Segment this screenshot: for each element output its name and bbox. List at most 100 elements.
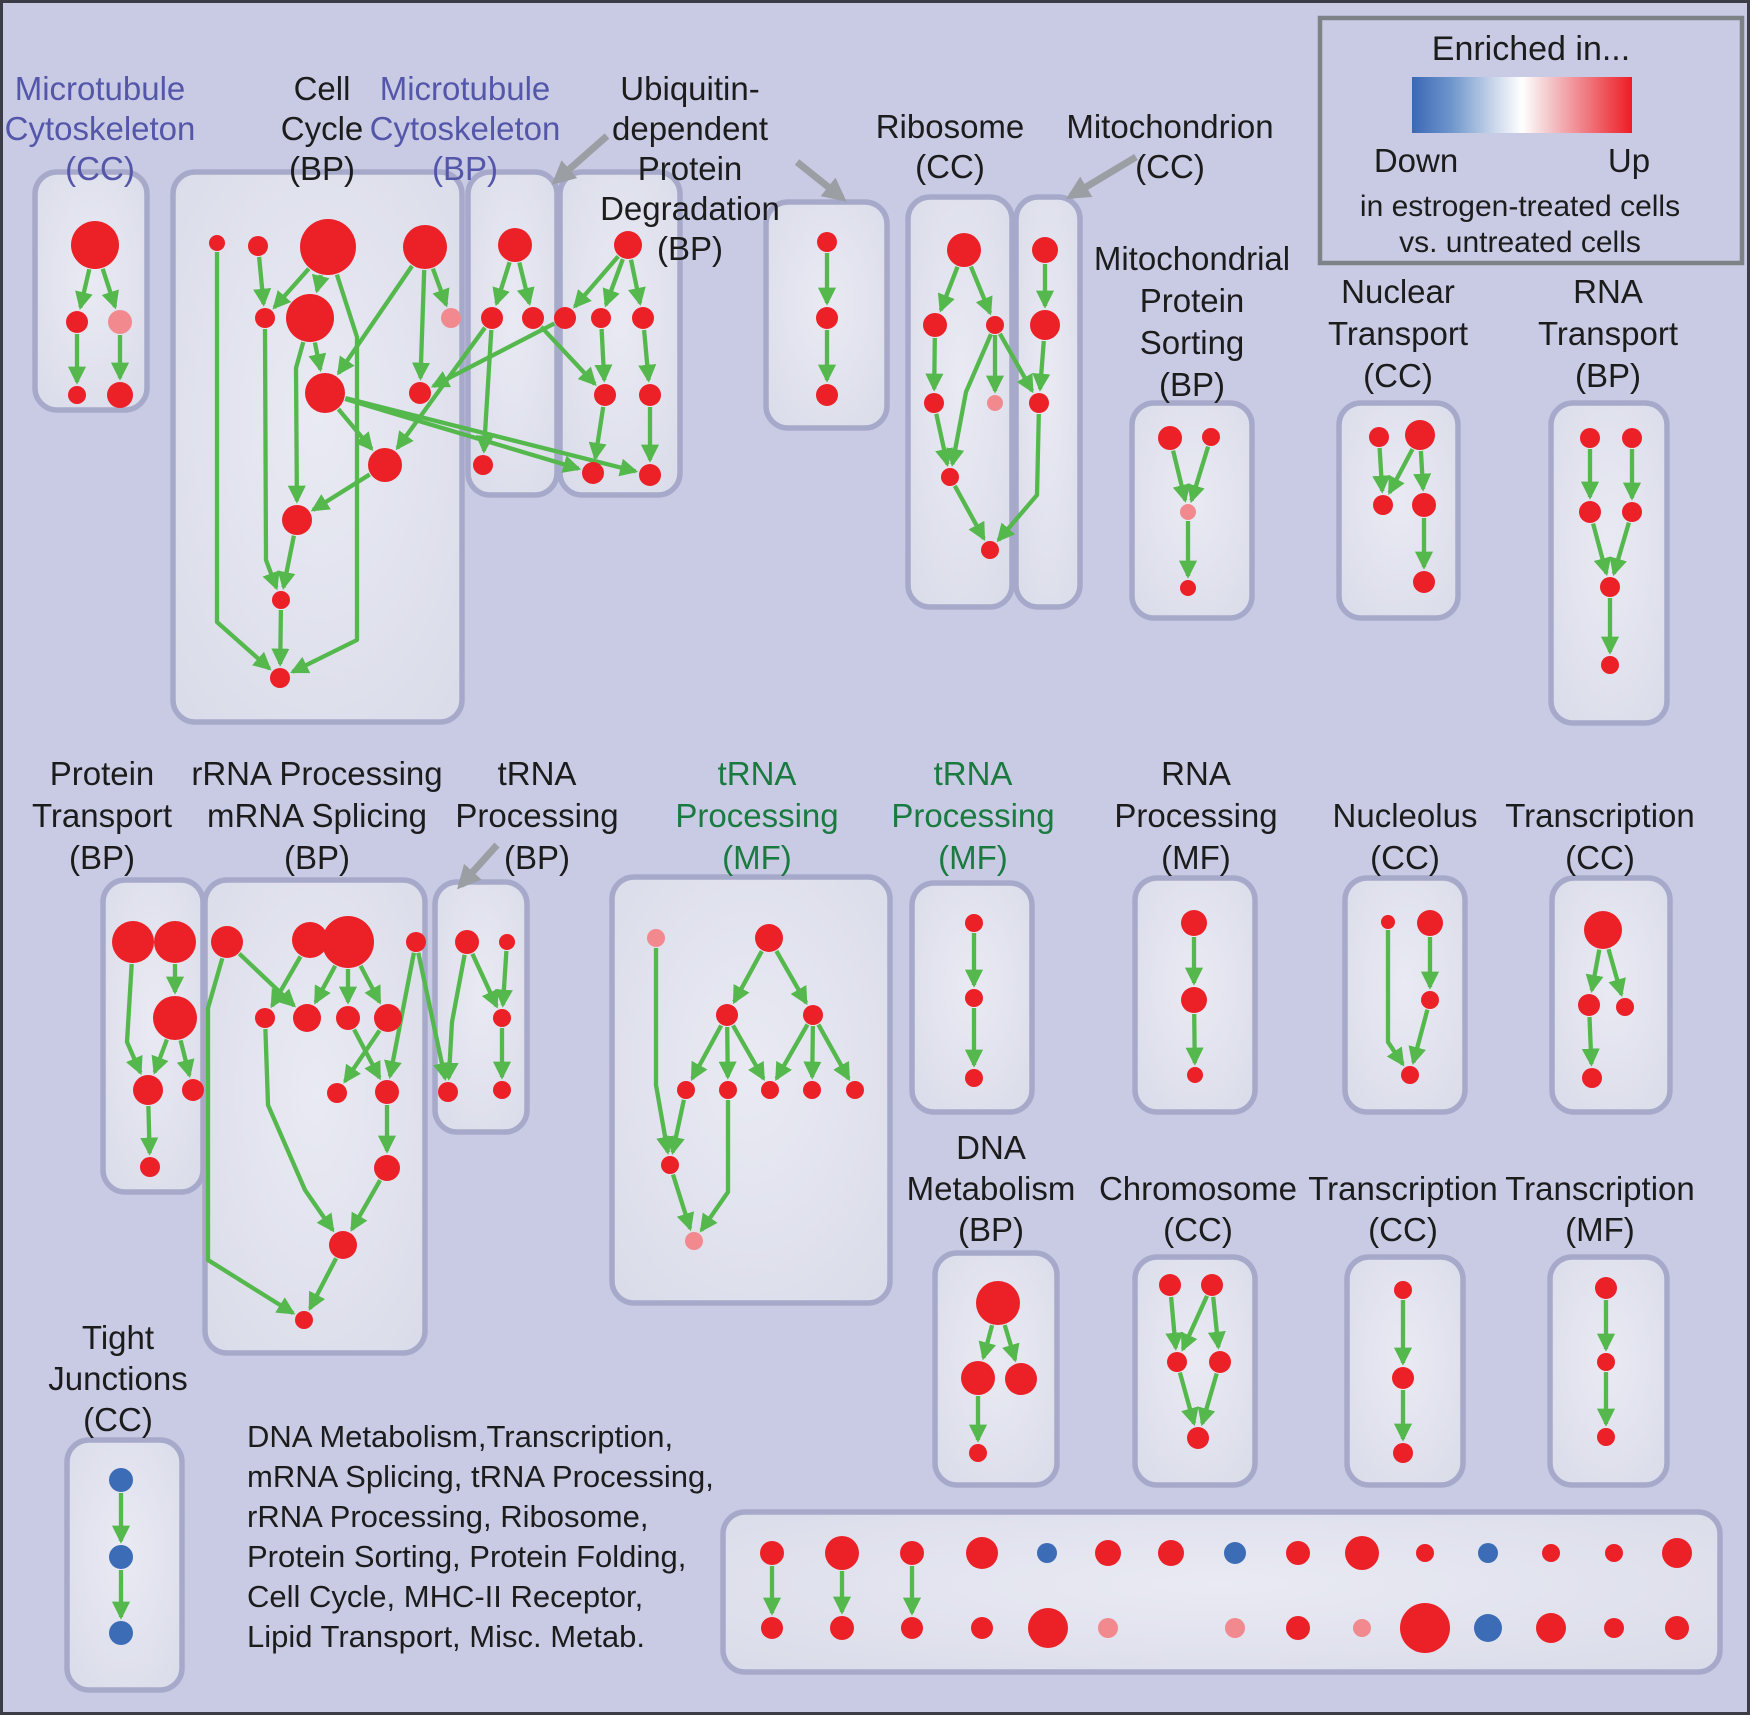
label-trna-processing-mf-1-line2: Processing — [675, 797, 838, 834]
edge-trna-processing-mf-large-d-h — [803, 1025, 822, 1080]
node-mixed-bottom-d13 — [1665, 1616, 1689, 1640]
label-mitochondrion-cc-line1: Mitochondrion — [1066, 108, 1273, 145]
node-chromosome-cc-a — [1159, 1274, 1181, 1296]
label-nuclear-transport-cc-line1: Nuclear — [1341, 273, 1455, 310]
node-rrna-mrna-bp-k — [374, 1155, 400, 1181]
label-ribosome-cc-line2: (CC) — [915, 148, 985, 185]
node-nuclear-transport-cc-c — [1373, 495, 1393, 515]
node-dna-metabolism-bp-d — [969, 1444, 987, 1462]
node-trna-processing-mf-large-d — [803, 1005, 823, 1025]
edge-ubiquitin-bp-1-e-g — [588, 406, 607, 461]
label-mitochondrial-protein-sorting-bp-line2: Protein — [1140, 282, 1245, 319]
label-rna-processing-mf: RNA Processing (MF) — [1114, 755, 1277, 876]
edge-rrna-mrna-bp-k-l — [350, 1179, 382, 1232]
edge-transcription-cc-mid-a-c — [1606, 948, 1626, 998]
label-misc-clusters-text-line5: Cell Cycle, MHC-II Receptor, — [247, 1579, 643, 1614]
edge-ubiquitin-bp-1-d-f — [638, 329, 657, 383]
label-chromosome-cc-line2: (CC) — [1163, 1211, 1233, 1248]
edge-cell-cycle-bp-f-h — [308, 342, 327, 373]
label-transcription-cc-mid-line2: (CC) — [1565, 839, 1635, 876]
label-rna-transport-bp-line2: Transport — [1538, 315, 1678, 352]
node-microtubule-bp-d — [473, 455, 493, 475]
node-transcription-mf-a — [1595, 1277, 1617, 1299]
node-trna-processing-mf-small-c — [965, 1069, 983, 1087]
node-chromosome-cc-d — [1209, 1351, 1231, 1373]
edges-layer — [67, 252, 1642, 1620]
node-cell-cycle-bp-a — [209, 235, 225, 251]
label-ubiquitin-dependent-protein-degradation-bp-line1: Ubiquitin- — [620, 70, 759, 107]
legend-color-scale — [1412, 77, 1632, 133]
node-protein-transport-bp-f — [140, 1157, 160, 1177]
node-rrna-mrna-bp-j — [375, 1080, 399, 1104]
node-transcription-mf-b — [1597, 1353, 1615, 1371]
label-microtubule-cytoskeleton-bp-line1: Microtubule — [380, 70, 551, 107]
node-cell-cycle-bp-c — [300, 219, 356, 275]
node-mixed-bottom-d2 — [901, 1617, 923, 1639]
node-trna-processing-bp-e — [493, 1081, 511, 1099]
label-trna-processing-bp-line3: (BP) — [504, 839, 570, 876]
node-rrna-mrna-bp-i — [327, 1083, 347, 1103]
cluster-transcription-mf-box — [1547, 1254, 1670, 1488]
label-protein-transport-bp-line3: (BP) — [69, 839, 135, 876]
node-trna-processing-bp-b — [499, 934, 515, 950]
edge-ribosome-cc-c-f — [946, 333, 993, 467]
node-mixed-bottom-u12 — [1542, 1544, 1560, 1562]
node-rna-transport-bp-c — [1579, 501, 1601, 523]
edge-trna-processing-bp-a-c — [470, 952, 499, 1009]
edge-microtubule-bp-b-d — [475, 329, 494, 454]
node-transcription-cc-bottom-a — [1394, 1281, 1412, 1299]
label-nucleolus-cc-line2: (CC) — [1370, 839, 1440, 876]
label-transcription-mf: Transcription (MF) — [1505, 1170, 1695, 1248]
label-transcription-cc-mid-line1: Transcription — [1505, 797, 1695, 834]
node-rna-transport-bp-f — [1601, 656, 1619, 674]
cross-edge-rrna-mrna-bp-d-to-trna-processing-bp-d — [416, 952, 451, 1081]
node-microtubule-cc-a — [71, 221, 119, 269]
node-trna-processing-mf-large-k — [685, 1232, 703, 1250]
edge-rna-transport-bp-d-e — [1609, 521, 1631, 577]
legend: Enriched in... Down Up in estrogen-treated … — [1317, 15, 1745, 266]
edge-microtubule-cc-a-c — [100, 268, 119, 310]
node-microtubule-cc-e — [107, 382, 133, 408]
edge-rrna-mrna-bp-e-l — [263, 1028, 335, 1233]
edge-cell-cycle-bp-e-l — [262, 328, 280, 591]
node-microtubule-bp-c — [522, 307, 544, 329]
label-ubiquitin-dependent-protein-degradation-bp: Ubiquitin-dependentProteinDegradation(BP… — [600, 70, 780, 267]
node-microtubule-bp-b — [481, 307, 503, 329]
node-chromosome-cc-b — [1201, 1274, 1223, 1296]
edge-cell-cycle-bp-c-e — [272, 267, 311, 310]
node-protein-transport-bp-d — [133, 1075, 163, 1105]
node-protein-transport-bp-b — [154, 921, 196, 963]
node-chromosome-cc-e — [1187, 1427, 1209, 1449]
node-trna-processing-mf-large-f — [719, 1081, 737, 1099]
label-protein-transport-bp-line2: Transport — [32, 797, 172, 834]
cluster-microtubule-bp-box — [465, 169, 560, 498]
label-rna-processing-mf-line3: (MF) — [1161, 839, 1231, 876]
edge-ubiquitin-bp-1-a-c — [602, 258, 625, 308]
node-transcription-cc-bottom-c — [1393, 1443, 1413, 1463]
node-mito-protein-sorting-bp-b — [1202, 428, 1220, 446]
label-dna-metabolism-bp: DNA Metabolism (BP) — [907, 1129, 1076, 1248]
node-rna-processing-mf-a — [1181, 910, 1207, 936]
node-trna-processing-mf-large-c — [716, 1004, 738, 1026]
edge-rrna-mrna-bp-l-m — [308, 1257, 339, 1311]
edge-protein-transport-bp-c-d — [151, 1038, 169, 1075]
cross-edge-ubiquitin-bp-1-b-to-cell-cycle-bp-i — [430, 321, 556, 389]
node-transcription-mf-c — [1597, 1428, 1615, 1446]
cluster-nucleolus-cc-box — [1342, 875, 1468, 1115]
edge-cell-cycle-bp-f-k — [287, 341, 306, 504]
label-trna-processing-mf-1: tRNA Processing (MF) — [675, 755, 838, 876]
node-mixed-bottom-u13 — [1605, 1544, 1623, 1562]
cross-edge-cell-cycle-bp-h-to-ubiquitin-bp-1-g — [344, 396, 582, 473]
node-mixed-bottom-u10 — [1416, 1544, 1434, 1562]
label-trna-processing-bp-line2: Processing — [455, 797, 618, 834]
edge-mito-protein-sorting-bp-a-c — [1171, 450, 1191, 503]
edge-rna-processing-mf-b-c — [1185, 1013, 1204, 1066]
cross-edge-ribosome-cc-c-to-mitochondrion-cc-c — [998, 332, 1034, 394]
node-ubiquitin-bp-1-c — [591, 308, 611, 328]
node-cell-cycle-bp-i — [409, 382, 431, 404]
node-trna-processing-mf-large-a — [647, 929, 665, 947]
edge-trna-processing-mf-large-d-g — [774, 1023, 810, 1082]
node-ubiquitin-bp-2-c — [816, 384, 838, 406]
